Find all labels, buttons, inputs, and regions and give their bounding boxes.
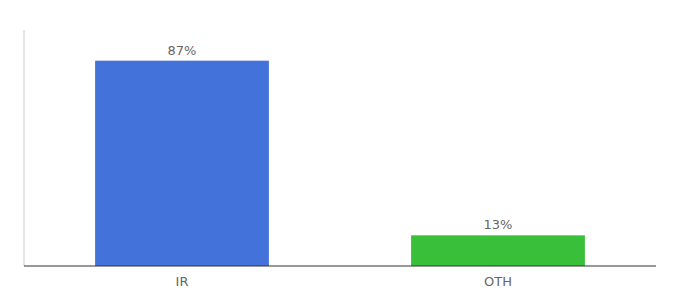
chart: 87% 13% IR OTH bbox=[0, 0, 680, 300]
y-axis-line bbox=[24, 30, 25, 266]
chart-container: 87% 13% IR OTH bbox=[0, 0, 680, 300]
bar bbox=[95, 61, 269, 266]
data-label: 13% bbox=[484, 217, 513, 232]
bar bbox=[411, 235, 585, 266]
x-axis-line bbox=[24, 266, 656, 267]
tick-label: IR bbox=[176, 274, 189, 289]
tick-label: OTH bbox=[484, 274, 512, 289]
data-label: 87% bbox=[168, 43, 197, 58]
bars bbox=[95, 61, 585, 266]
